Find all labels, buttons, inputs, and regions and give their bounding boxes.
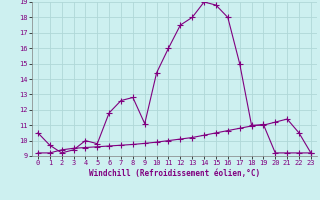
X-axis label: Windchill (Refroidissement éolien,°C): Windchill (Refroidissement éolien,°C) — [89, 169, 260, 178]
